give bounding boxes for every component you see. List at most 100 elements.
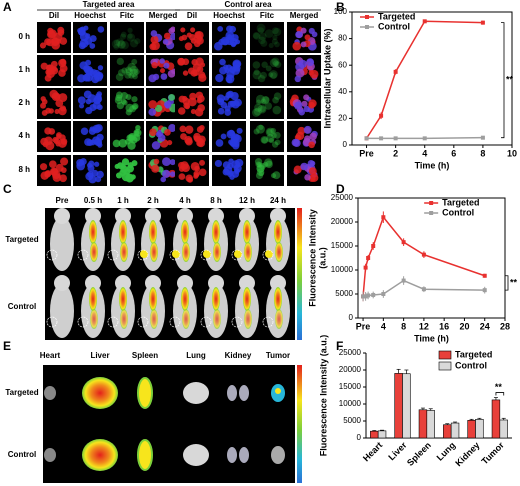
signal (90, 242, 98, 262)
cell (274, 139, 281, 146)
cell (301, 100, 308, 107)
cell (127, 33, 133, 39)
marker (364, 136, 369, 141)
y-tick-label: 20000 (331, 217, 354, 226)
x-tick-label: Tumor (480, 440, 507, 467)
cell (271, 132, 277, 139)
cell (77, 74, 86, 83)
cell (269, 58, 279, 68)
time-label: 4 h (179, 196, 191, 205)
mouse-head (54, 275, 70, 291)
significance: ** (495, 382, 503, 392)
cell (308, 141, 315, 149)
cell (272, 96, 279, 104)
cell (274, 41, 280, 48)
signal (182, 242, 190, 262)
signal (149, 220, 157, 244)
cell (60, 157, 69, 166)
cell (303, 105, 311, 113)
cell (151, 61, 158, 69)
cell (268, 43, 274, 49)
cell (83, 90, 92, 99)
cell (116, 101, 125, 110)
cell (133, 68, 140, 75)
cell (129, 65, 139, 74)
cell (126, 33, 136, 42)
x-tick-label: 28 (500, 321, 510, 331)
cell (168, 94, 176, 101)
cell (262, 96, 270, 104)
cell (185, 125, 194, 134)
time-label: 0.5 h (84, 196, 102, 205)
row-label: Control (8, 450, 36, 459)
cell (79, 61, 88, 70)
row-label: Control (8, 302, 36, 311)
marker (381, 215, 386, 220)
cell (162, 169, 171, 179)
cell (91, 169, 99, 177)
micrograph (250, 22, 284, 53)
x-tick-label: 20 (459, 321, 469, 331)
cell (256, 162, 263, 168)
cell (222, 161, 231, 169)
cell (199, 124, 205, 131)
signal (149, 287, 157, 311)
panel-label: F (336, 339, 343, 353)
marker (371, 292, 376, 297)
micrograph (250, 55, 284, 86)
cell (163, 32, 171, 40)
y-tick-label: 15000 (339, 382, 362, 391)
cell (115, 172, 123, 179)
cell (169, 171, 176, 177)
cell (270, 127, 277, 134)
marker (422, 19, 427, 24)
mouse-head (239, 208, 255, 224)
cell (130, 39, 139, 48)
cell (255, 171, 264, 180)
tumor-mark (231, 249, 243, 261)
tumor-mark (169, 249, 181, 261)
bar (426, 410, 435, 439)
tumor-signal (265, 250, 273, 258)
micrograph (250, 155, 284, 186)
cell (162, 38, 169, 45)
cell (293, 165, 302, 174)
cell (292, 41, 302, 51)
x-tick-label: Liver (386, 440, 409, 463)
mouse-head (208, 208, 224, 224)
cell (308, 99, 317, 108)
cell (121, 158, 130, 166)
cell (233, 164, 242, 173)
cell (198, 71, 206, 79)
channel-label: Dil (187, 11, 197, 20)
marker (393, 69, 398, 74)
mouse-head (270, 275, 286, 291)
organ (137, 439, 153, 471)
organ (227, 447, 237, 463)
x-tick-label: 2 (393, 148, 398, 158)
cell (258, 124, 264, 130)
cell (113, 43, 120, 50)
cell (178, 173, 186, 180)
cell (160, 176, 167, 183)
cell (168, 27, 175, 35)
tumor-mark (231, 316, 243, 328)
time-label: Pre (56, 196, 69, 205)
cell (256, 124, 265, 134)
marker (401, 278, 406, 283)
signal (244, 242, 252, 262)
y-axis-title: Fluorescence Intensity (307, 209, 317, 307)
marker (363, 265, 368, 270)
cell (264, 29, 274, 38)
panel-label: A (3, 0, 12, 14)
cell (270, 173, 277, 179)
plot-frame (351, 11, 513, 146)
cell (193, 170, 200, 177)
cell (226, 129, 236, 139)
cell (259, 163, 266, 170)
cell (148, 108, 157, 116)
cell (118, 138, 128, 148)
organ (137, 377, 153, 409)
cell (49, 89, 59, 99)
signal (244, 309, 252, 329)
